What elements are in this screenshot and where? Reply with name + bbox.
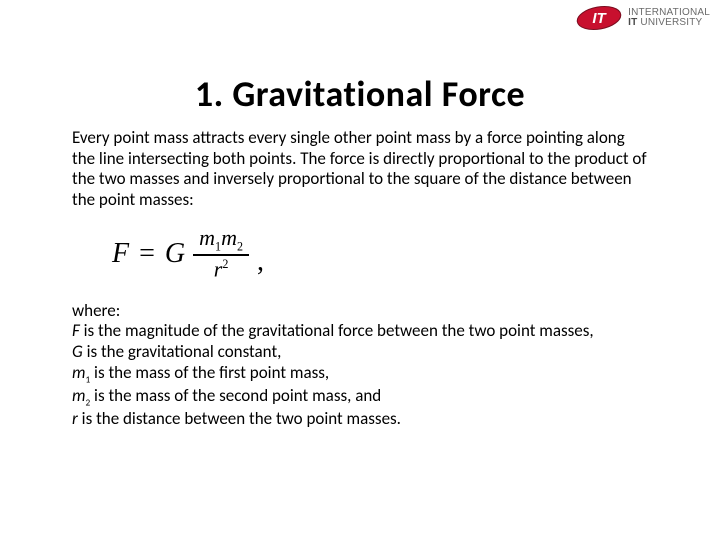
slide: IT INTERNATIONAL IT UNIVERSITY 1. Gravit…	[0, 0, 720, 540]
def-m1-symbol: m1	[72, 362, 90, 383]
formula-fraction: m1m2 r2	[193, 225, 249, 283]
formula-F: F	[112, 237, 129, 271]
def-r-text: is the distance between the two point ma…	[78, 408, 401, 429]
formula-eq: =	[135, 237, 159, 271]
where-label: where:	[72, 301, 648, 322]
def-G-symbol: G	[72, 341, 83, 362]
formula-G: G	[165, 237, 187, 271]
def-F-text: is the magnitude of the gravitational fo…	[80, 320, 594, 341]
def-m2-text: is the mass of the second point mass, an…	[90, 385, 381, 406]
formula-denominator: r2	[208, 256, 235, 282]
logo-letters: IT	[592, 10, 607, 27]
brand-logo-area: IT INTERNATIONAL IT UNIVERSITY	[576, 4, 710, 32]
formula-numerator: m1m2	[193, 225, 249, 254]
definitions: F is the magnitude of the gravitational …	[72, 321, 648, 429]
def-m2-symbol: m2	[72, 385, 90, 406]
gravity-formula: F = G m1m2 r2 ,	[112, 225, 648, 283]
def-m1-text: is the mass of the first point mass,	[90, 362, 329, 383]
formula-comma: ,	[257, 245, 264, 279]
brand-line2-rest: UNIVERSITY	[637, 17, 702, 28]
slide-title: 1. Gravitational Force	[0, 72, 720, 116]
def-G-text: is the gravitational constant,	[83, 341, 282, 362]
it-logo-icon: IT	[576, 4, 622, 32]
brand-text: INTERNATIONAL IT UNIVERSITY	[628, 8, 710, 29]
slide-body: Every point mass attracts every single o…	[72, 128, 648, 429]
intro-paragraph: Every point mass attracts every single o…	[72, 128, 648, 211]
def-F-symbol: F	[72, 320, 80, 341]
brand-line2: IT UNIVERSITY	[628, 18, 710, 29]
